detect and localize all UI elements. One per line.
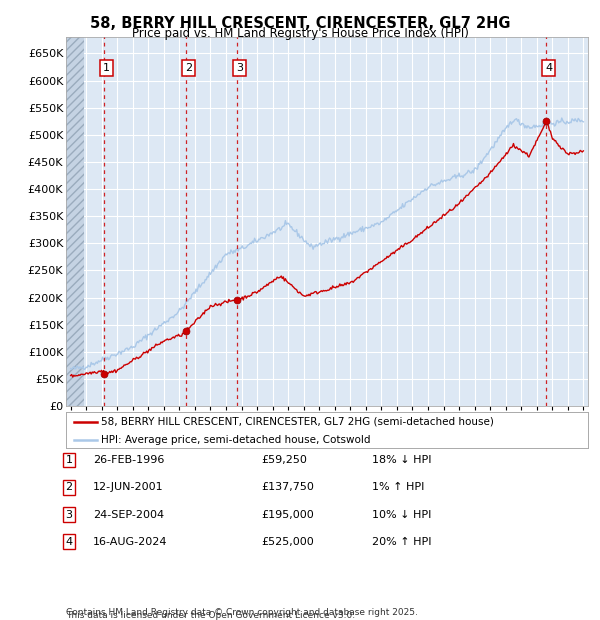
Text: £59,250: £59,250 xyxy=(261,455,307,465)
Text: 1% ↑ HPI: 1% ↑ HPI xyxy=(372,482,424,492)
Text: HPI: Average price, semi-detached house, Cotswold: HPI: Average price, semi-detached house,… xyxy=(101,435,371,445)
Text: 58, BERRY HILL CRESCENT, CIRENCESTER, GL7 2HG (semi-detached house): 58, BERRY HILL CRESCENT, CIRENCESTER, GL… xyxy=(101,417,494,427)
Text: 20% ↑ HPI: 20% ↑ HPI xyxy=(372,537,431,547)
Text: £525,000: £525,000 xyxy=(261,537,314,547)
Text: This data is licensed under the Open Government Licence v3.0.: This data is licensed under the Open Gov… xyxy=(66,611,355,620)
Text: £195,000: £195,000 xyxy=(261,510,314,520)
Text: 24-SEP-2004: 24-SEP-2004 xyxy=(93,510,164,520)
Text: 2: 2 xyxy=(65,482,73,492)
Bar xyxy=(66,37,84,406)
Text: 3: 3 xyxy=(236,63,243,73)
Text: 1: 1 xyxy=(65,455,73,465)
Text: 4: 4 xyxy=(545,63,552,73)
Text: 16-AUG-2024: 16-AUG-2024 xyxy=(93,537,167,547)
Text: Contains HM Land Registry data © Crown copyright and database right 2025.: Contains HM Land Registry data © Crown c… xyxy=(66,608,418,617)
Text: 1: 1 xyxy=(103,63,110,73)
Text: 12-JUN-2001: 12-JUN-2001 xyxy=(93,482,164,492)
Text: £137,750: £137,750 xyxy=(261,482,314,492)
Text: 4: 4 xyxy=(65,537,73,547)
Text: 26-FEB-1996: 26-FEB-1996 xyxy=(93,455,164,465)
Text: 3: 3 xyxy=(65,510,73,520)
Text: 58, BERRY HILL CRESCENT, CIRENCESTER, GL7 2HG: 58, BERRY HILL CRESCENT, CIRENCESTER, GL… xyxy=(90,16,510,31)
Text: 2: 2 xyxy=(185,63,192,73)
Text: Price paid vs. HM Land Registry's House Price Index (HPI): Price paid vs. HM Land Registry's House … xyxy=(131,27,469,40)
Text: 18% ↓ HPI: 18% ↓ HPI xyxy=(372,455,431,465)
Text: 10% ↓ HPI: 10% ↓ HPI xyxy=(372,510,431,520)
